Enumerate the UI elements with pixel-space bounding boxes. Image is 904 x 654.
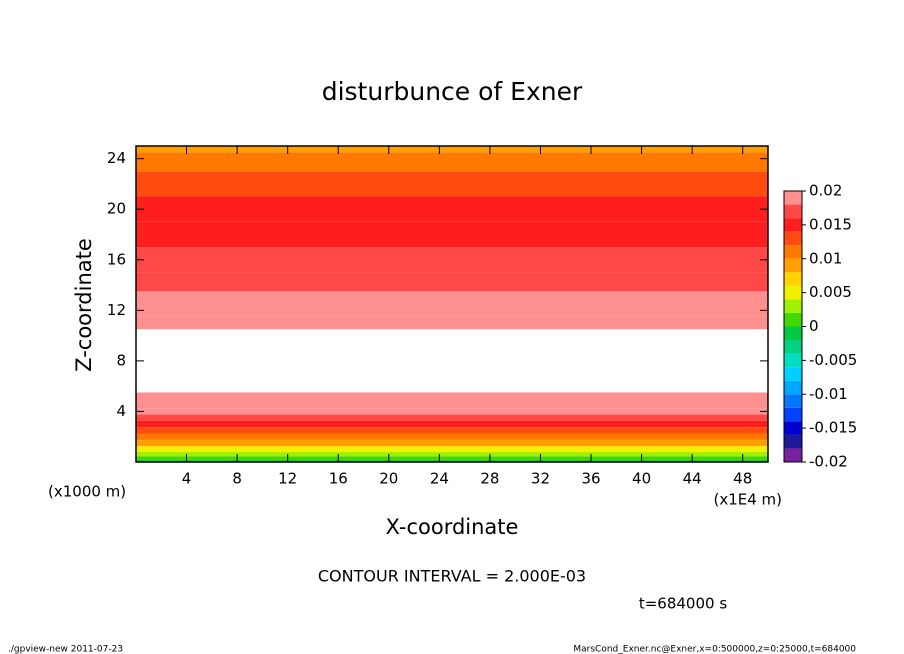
x-tick-label: 16 — [329, 470, 348, 488]
x-tick-label: 20 — [379, 470, 398, 488]
x-tick-label: 44 — [683, 470, 702, 488]
colorbar-tick-label: 0.02 — [809, 182, 842, 200]
colorbar-swatch — [784, 245, 802, 259]
contour-band — [136, 451, 768, 457]
x-tick-label: 48 — [733, 470, 752, 488]
colorbar-swatch — [784, 434, 802, 449]
contour-band — [136, 171, 768, 197]
contour-band — [136, 392, 768, 402]
time-note: t=684000 s — [639, 595, 727, 613]
y-axis-label: Z-coordinate — [72, 238, 96, 372]
y-tick-label: 12 — [107, 301, 126, 319]
y-tick-label: 24 — [107, 149, 126, 167]
y-tick-label: 16 — [107, 250, 126, 268]
contour-band — [136, 146, 768, 153]
x-tick-label: 32 — [531, 470, 550, 488]
colorbar-tick-label: -0.02 — [809, 453, 848, 471]
colorbar-swatch — [784, 258, 802, 273]
colorbar-swatch — [784, 285, 802, 300]
chart-title: disturbunce of Exner — [322, 77, 583, 106]
x-tick-label: 36 — [581, 470, 600, 488]
contour-band — [136, 427, 768, 434]
contour-band — [136, 367, 768, 380]
contour-band — [136, 446, 768, 452]
colorbar-swatch — [784, 367, 802, 381]
colorbar-swatch — [784, 421, 802, 435]
contour-band — [136, 420, 768, 428]
colorbar-swatch — [784, 380, 802, 395]
contour-band — [136, 408, 768, 415]
contour-band — [136, 456, 768, 461]
colorbar-tick-label: 0.015 — [809, 215, 852, 233]
contour-band — [136, 439, 768, 447]
contour-band — [136, 414, 768, 421]
x-axis-label: X-coordinate — [386, 515, 519, 539]
colorbar-swatch — [784, 299, 802, 313]
colorbar-tick-label: 0 — [809, 317, 819, 335]
contour-band — [136, 152, 768, 172]
contour-band — [136, 379, 768, 393]
contour-band — [136, 247, 768, 273]
contour-band — [136, 272, 768, 292]
contour-band — [136, 401, 768, 409]
contour-band — [136, 316, 768, 330]
y-tick-label: 8 — [116, 351, 126, 369]
colorbar-tick-label: 0.005 — [809, 283, 852, 301]
colorbar-tick-label: -0.005 — [809, 351, 857, 369]
x-tick-label: 40 — [632, 470, 651, 488]
contour-band — [136, 460, 768, 462]
colorbar-tick-label: -0.015 — [809, 419, 857, 437]
contour-band — [136, 354, 768, 368]
colorbar-swatch — [784, 218, 802, 232]
footer-right: MarsCond_Exner.nc@Exner,x=0:500000,z=0:2… — [573, 645, 856, 654]
colorbar-swatch — [784, 448, 802, 462]
colorbar-swatch — [784, 353, 802, 368]
colorbar-swatch — [784, 231, 802, 246]
contour-band — [136, 291, 768, 304]
y-tick-label: 4 — [116, 402, 126, 420]
colorbar-swatch — [784, 326, 802, 341]
contour-note: CONTOUR INTERVAL = 2.000E-03 — [318, 567, 586, 586]
contour-band — [136, 329, 768, 342]
contour-band — [136, 196, 768, 222]
x-tick-label: 8 — [232, 470, 242, 488]
contour-band — [136, 221, 768, 248]
contour-band — [136, 433, 768, 440]
colorbar-swatch — [784, 204, 802, 219]
colorbar-swatch — [784, 340, 802, 354]
colorbar-swatch — [784, 191, 802, 205]
plot-frame — [135, 145, 769, 463]
colorbar-swatch — [784, 407, 802, 422]
y-unit: (x1000 m) — [48, 483, 126, 501]
x-tick-label: 24 — [430, 470, 449, 488]
footer-left: ./gpview-new 2011-07-23 — [8, 645, 123, 654]
colorbar-swatch — [784, 312, 802, 327]
y-tick-label: 20 — [107, 200, 126, 218]
contour-band — [136, 341, 768, 355]
contour-band — [136, 304, 768, 317]
x-tick-label: 12 — [278, 470, 297, 488]
x-tick-label: 28 — [480, 470, 499, 488]
colorbar-swatch — [784, 394, 802, 408]
x-tick-label: 4 — [182, 470, 192, 488]
colorbar-tick-label: -0.01 — [809, 385, 848, 403]
colorbar-tick-label: 0.01 — [809, 249, 842, 267]
colorbar-swatch — [784, 272, 802, 286]
x-unit: (x1E4 m) — [713, 491, 782, 509]
